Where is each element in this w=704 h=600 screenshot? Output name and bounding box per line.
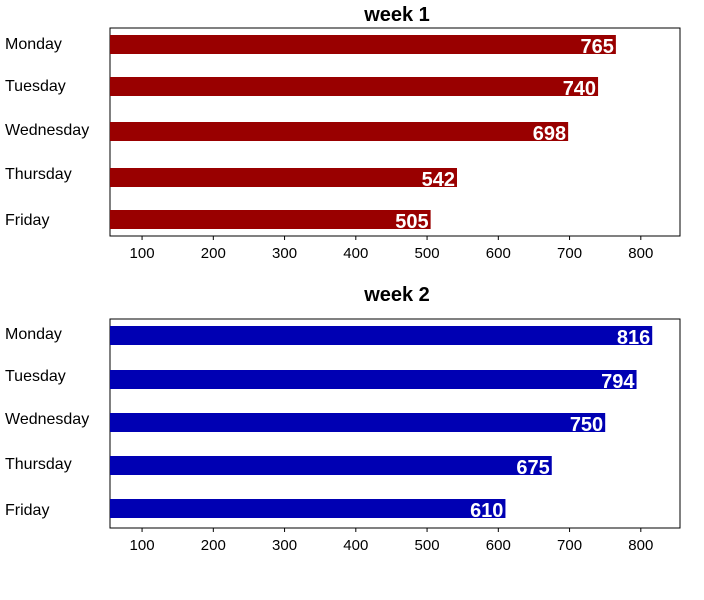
- x-tick-label: 100: [130, 245, 155, 262]
- x-tick-label: 800: [628, 245, 653, 262]
- bar-tuesday: [110, 370, 637, 389]
- x-tick-label: 500: [415, 537, 440, 554]
- value-label-wednesday: 750: [570, 414, 603, 436]
- category-label-monday: Monday: [5, 326, 62, 343]
- value-label-monday: 816: [617, 327, 650, 349]
- category-label-tuesday: Tuesday: [5, 78, 66, 95]
- x-tick-label: 600: [486, 245, 511, 262]
- category-label-wednesday: Wednesday: [5, 122, 89, 139]
- x-tick-label: 700: [557, 245, 582, 262]
- value-label-monday: 765: [581, 36, 614, 58]
- bar-monday: [110, 35, 616, 54]
- x-tick-label: 600: [486, 537, 511, 554]
- x-tick-label: 300: [272, 245, 297, 262]
- category-label-wednesday: Wednesday: [5, 411, 89, 428]
- category-label-tuesday: Tuesday: [5, 368, 66, 385]
- x-tick-label: 800: [628, 537, 653, 554]
- x-tick-label: 400: [343, 245, 368, 262]
- value-label-thursday: 542: [422, 169, 455, 191]
- x-tick-label: 500: [415, 245, 440, 262]
- bar-tuesday: [110, 77, 599, 96]
- x-tick-label: 300: [272, 537, 297, 554]
- x-tick-label: 100: [130, 537, 155, 554]
- category-label-thursday: Thursday: [5, 456, 72, 473]
- category-label-monday: Monday: [5, 36, 62, 53]
- category-label-friday: Friday: [5, 212, 49, 229]
- value-label-friday: 610: [470, 500, 503, 522]
- bar-thursday: [110, 168, 457, 187]
- category-label-thursday: Thursday: [5, 166, 72, 183]
- chart-title: week 2: [363, 284, 430, 306]
- value-label-friday: 505: [395, 211, 428, 233]
- bar-wednesday: [110, 413, 606, 432]
- x-tick-label: 400: [343, 537, 368, 554]
- value-label-thursday: 675: [516, 457, 549, 479]
- bar-friday: [110, 499, 506, 518]
- value-label-wednesday: 698: [533, 123, 566, 145]
- x-tick-label: 700: [557, 537, 582, 554]
- value-label-tuesday: 740: [563, 78, 596, 100]
- x-tick-label: 200: [201, 537, 226, 554]
- bar-wednesday: [110, 122, 569, 141]
- category-label-friday: Friday: [5, 502, 49, 519]
- x-tick-label: 200: [201, 245, 226, 262]
- chart-title: week 1: [363, 4, 430, 26]
- value-label-tuesday: 794: [601, 371, 635, 393]
- bar-friday: [110, 210, 431, 229]
- bar-monday: [110, 326, 653, 345]
- bar-thursday: [110, 456, 552, 475]
